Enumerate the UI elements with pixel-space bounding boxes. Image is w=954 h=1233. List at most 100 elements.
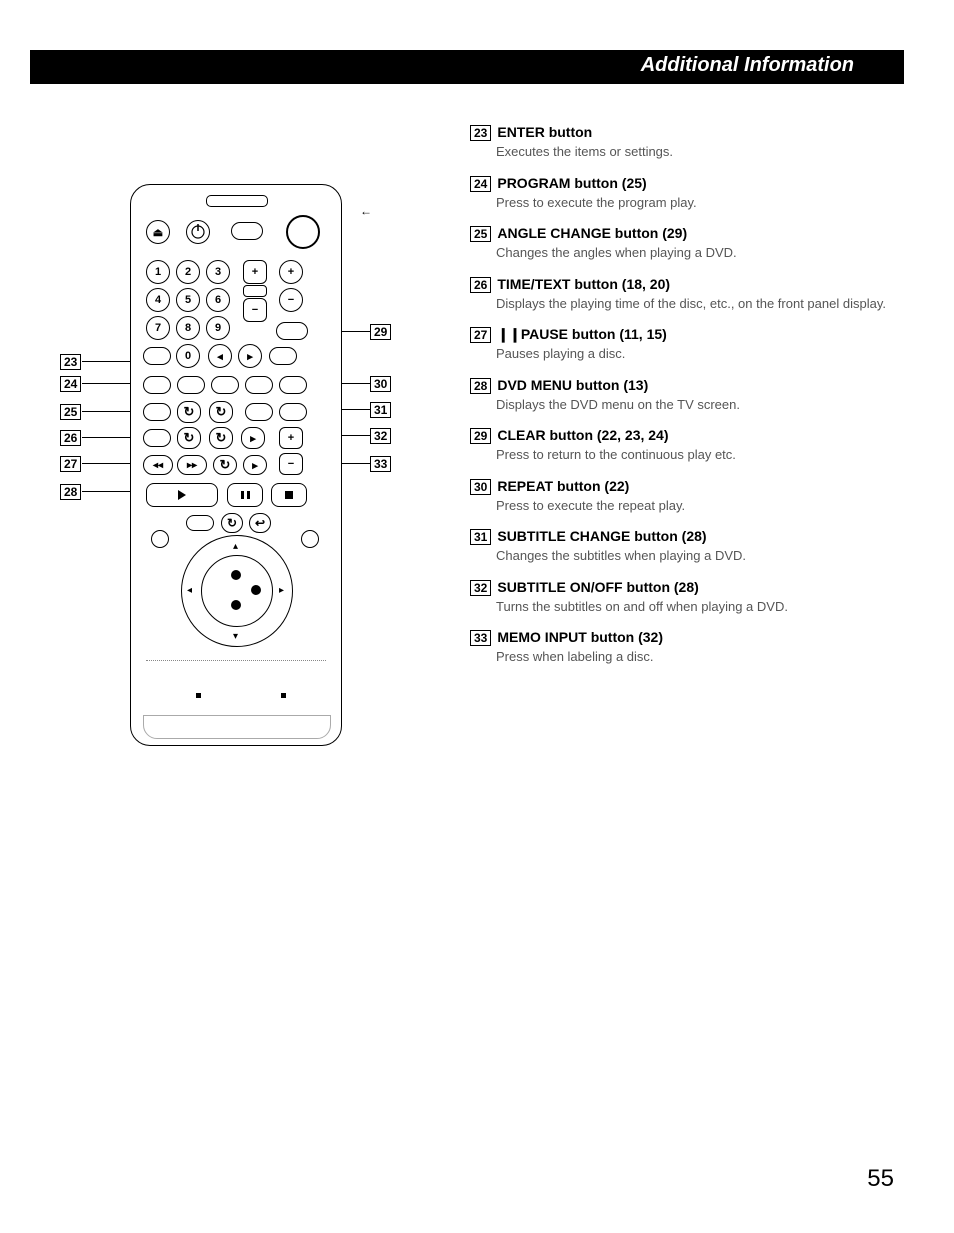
digit-6: 6 xyxy=(206,288,230,312)
joystick-dot-down xyxy=(231,600,241,610)
callout-30: 30 xyxy=(370,376,391,392)
stop-icon xyxy=(285,491,293,499)
item-desc: Press when labeling a disc. xyxy=(496,648,894,666)
item-desc: Press to return to the continuous play e… xyxy=(496,446,894,464)
lead-28 xyxy=(82,491,134,492)
header-bar: Additional Information xyxy=(60,50,894,84)
remote-body: ⏏ 1 2 3 4 5 6 7 8 9 0 xyxy=(130,184,342,746)
item-title: MEMO INPUT button (32) xyxy=(497,629,663,645)
joystick-right-icon: ▸ xyxy=(279,585,284,596)
item-head: 28 DVD MENU button (13) xyxy=(470,377,894,394)
item-desc: Press to execute the repeat play. xyxy=(496,497,894,515)
memo-input-button: ▸ xyxy=(243,455,267,475)
pause-button xyxy=(227,483,263,507)
row26-plus: + xyxy=(279,427,303,449)
item-head: 33 MEMO INPUT button (32) xyxy=(470,629,894,646)
item-num: 26 xyxy=(470,277,491,293)
item-33: 33 MEMO INPUT button (32) Press when lab… xyxy=(470,629,894,666)
vol-spacer-left xyxy=(243,285,267,297)
callout-29: 29 xyxy=(370,324,391,340)
item-desc: Pauses playing a disc. xyxy=(496,345,894,363)
item-title: REPEAT button (22) xyxy=(497,478,629,494)
power-icon xyxy=(186,220,210,244)
description-column: 23 ENTER button Executes the items or se… xyxy=(470,124,894,784)
item-num: 24 xyxy=(470,176,491,192)
dvd-menu-button xyxy=(151,530,169,548)
bottom-dot-b xyxy=(281,693,286,698)
remote-column: 23 24 25 26 27 28 29 30 31 32 xyxy=(60,124,430,784)
item-desc: Displays the DVD menu on the TV screen. xyxy=(496,396,894,414)
lead-33 xyxy=(338,463,370,464)
lead-32 xyxy=(338,435,370,436)
digit-8: 8 xyxy=(176,316,200,340)
item-title: ❙❙PAUSE button (11, 15) xyxy=(497,326,666,343)
callout-33: 33 xyxy=(370,456,391,472)
digit-4: 4 xyxy=(146,288,170,312)
joystick-down-icon: ▾ xyxy=(233,631,238,642)
lead-29 xyxy=(338,331,370,332)
item-num: 29 xyxy=(470,428,491,444)
stop-button xyxy=(271,483,307,507)
item-desc: Executes the items or settings. xyxy=(496,143,894,161)
item-head: 30 REPEAT button (22) xyxy=(470,478,894,495)
item-25: 25 ANGLE CHANGE button (29) Changes the … xyxy=(470,225,894,262)
dir-left-icon: ◂ xyxy=(208,344,232,368)
joystick-dot-right xyxy=(251,585,261,595)
row25-b-icon: ↻ xyxy=(177,401,201,423)
play-icon xyxy=(178,490,186,500)
item-title: TIME/TEXT button (18, 20) xyxy=(497,276,670,292)
digit-5: 5 xyxy=(176,288,200,312)
item-32: 32 SUBTITLE ON/OFF button (28) Turns the… xyxy=(470,579,894,616)
item-desc: Changes the angles when playing a DVD. xyxy=(496,244,894,262)
right-small-circle xyxy=(301,530,319,548)
vol-plus-left: + xyxy=(243,260,267,284)
digit-9: 9 xyxy=(206,316,230,340)
callout-28: 28 xyxy=(60,484,81,500)
remote-diagram: 23 24 25 26 27 28 29 30 31 32 xyxy=(60,184,420,784)
item-23: 23 ENTER button Executes the items or se… xyxy=(470,124,894,161)
page-number: 55 xyxy=(867,1165,894,1193)
vol-minus-left: − xyxy=(243,298,267,322)
item-26: 26 TIME/TEXT button (18, 20) Displays th… xyxy=(470,276,894,313)
item-head: 31 SUBTITLE CHANGE button (28) xyxy=(470,528,894,545)
callout-32: 32 xyxy=(370,428,391,444)
lead-24 xyxy=(82,383,134,384)
callout-25: 25 xyxy=(60,404,81,420)
digit-2: 2 xyxy=(176,260,200,284)
pause-icon xyxy=(241,491,250,499)
item-title: ENTER button xyxy=(497,124,592,140)
bottom-dot-a xyxy=(196,693,201,698)
repeat-button xyxy=(279,376,307,394)
angle-change-button xyxy=(143,403,171,421)
lead-26 xyxy=(82,437,134,438)
content-row: 23 24 25 26 27 28 29 30 31 32 xyxy=(60,124,894,784)
item-head: 27 ❙❙PAUSE button (11, 15) xyxy=(470,326,894,343)
left-of-zero-button xyxy=(143,347,171,365)
eject-button: ⏏ xyxy=(146,220,170,244)
subtitle-change-button xyxy=(245,403,273,421)
row24-c xyxy=(211,376,239,394)
small-return2-icon: ↩ xyxy=(249,513,271,533)
play-button xyxy=(146,483,218,507)
enter-button xyxy=(269,347,297,365)
joystick-dot-up xyxy=(231,570,241,580)
lead-25 xyxy=(82,411,134,412)
callout-24: 24 xyxy=(60,376,81,392)
item-title: SUBTITLE CHANGE button (28) xyxy=(497,528,706,544)
item-num: 33 xyxy=(470,630,491,646)
arrow-indicator: ← xyxy=(360,204,372,218)
subtitle-onoff-button: ▸ xyxy=(241,427,265,449)
item-desc: Changes the subtitles when playing a DVD… xyxy=(496,547,894,565)
item-title: ANGLE CHANGE button (29) xyxy=(497,225,687,241)
item-24: 24 PROGRAM button (25) Press to execute … xyxy=(470,175,894,212)
next-track-icon: ▸▸ xyxy=(177,455,207,475)
item-num: 27 xyxy=(470,327,491,343)
item-28: 28 DVD MENU button (13) Displays the DVD… xyxy=(470,377,894,414)
item-title: DVD MENU button (13) xyxy=(497,377,648,393)
row27-minus: − xyxy=(279,453,303,475)
top-pill-button xyxy=(231,222,263,240)
item-head: 23 ENTER button xyxy=(470,124,894,141)
lead-27 xyxy=(82,463,134,464)
bottom-divider xyxy=(146,660,326,661)
item-27: 27 ❙❙PAUSE button (11, 15) Pauses playin… xyxy=(470,326,894,363)
